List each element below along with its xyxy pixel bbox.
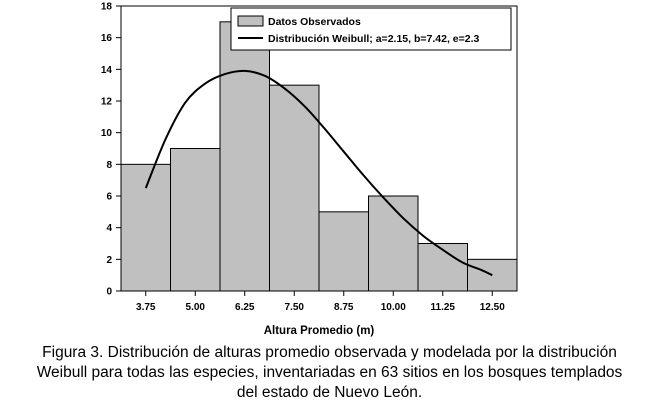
y-tick-label: 16 (101, 33, 113, 44)
x-axis-ticks: 3.75 5.00 6.25 7.50 8.75 10.00 11.25 12.50 (136, 291, 505, 313)
caption-line-2: Weibull para todas las especies, inventa… (36, 364, 623, 381)
y-tick-label: 12 (101, 97, 113, 108)
bar-3.75 (120, 163, 171, 292)
weibull-curve-line (144, 69, 493, 277)
x-tick-label: 12.50 (480, 302, 505, 313)
y-tick-label: 18 (101, 2, 113, 13)
legend-label-observed: Datos Observados (268, 16, 361, 28)
y-tick-label: 6 (106, 192, 112, 203)
x-tick-label: 8.75 (334, 302, 354, 313)
legend-swatch-observed (237, 15, 264, 27)
y-tick-label: 2 (106, 255, 112, 266)
y-axis-ticks: 0 2 4 6 8 10 12 14 16 18 (101, 2, 121, 298)
x-axis-label: Altura Promedio (m) (264, 325, 375, 337)
x-tick-label: 11.25 (431, 302, 456, 313)
caption-line-3: del estado de Nuevo León. (236, 384, 423, 401)
bar-7.50 (269, 84, 320, 292)
y-tick-label: 8 (106, 160, 112, 171)
weibull-histogram-chart: 0 2 4 6 8 10 12 14 16 18 3.75 5.00 6.25 7.50 8.75 10.0… (101, 2, 518, 337)
x-tick-label: 6.25 (235, 302, 255, 313)
caption-line-1: Figura 3. Distribución de alturas promed… (42, 344, 617, 361)
x-tick-label: 7.50 (285, 302, 305, 313)
y-tick-label: 14 (101, 65, 113, 76)
bar-11.25 (417, 243, 468, 292)
y-tick-label: 0 (106, 287, 112, 298)
x-tick-label: 10.00 (381, 302, 406, 313)
bar-8.75 (318, 211, 369, 292)
bar-6.25 (219, 21, 270, 292)
x-tick-label: 3.75 (136, 302, 156, 313)
histogram-bars (120, 21, 518, 292)
y-tick-label: 10 (101, 128, 113, 139)
plot-frame (120, 5, 518, 292)
legend: Datos Observados Distribución Weibull; a… (230, 7, 512, 51)
legend-box (230, 7, 512, 51)
y-tick-label: 4 (106, 223, 112, 234)
bar-5.00 (170, 148, 221, 292)
x-tick-label: 5.00 (186, 302, 206, 313)
bar-10.00 (368, 195, 419, 292)
figure-caption: Figura 3. Distribución de alturas promed… (0, 343, 659, 403)
legend-label-weibull: Distribución Weibull; a=2.15, b=7.42, e=… (268, 33, 480, 45)
